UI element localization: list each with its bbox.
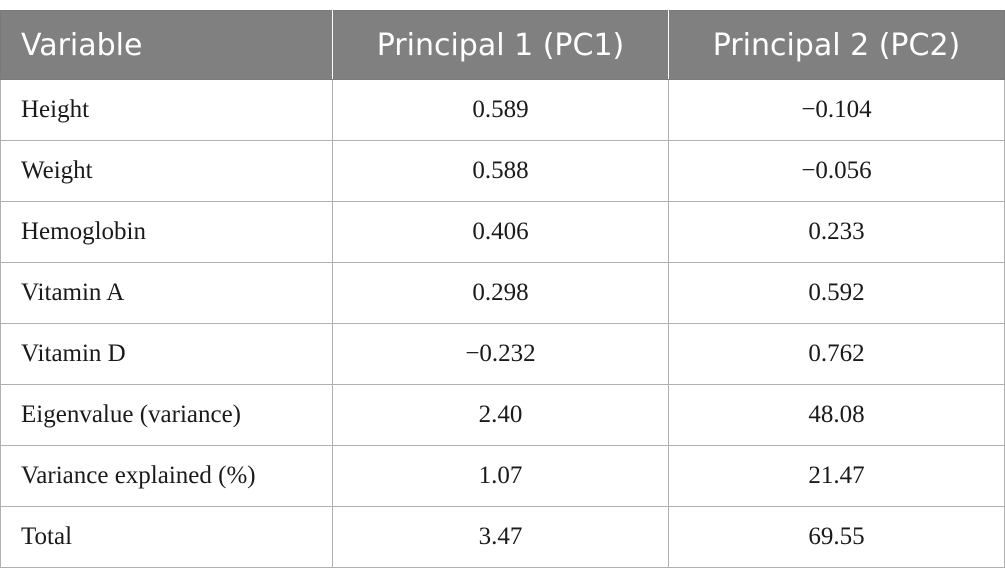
cell-variable: Height: [0, 79, 333, 141]
table-header: Variable Principal 1 (PC1) Principal 2 (…: [0, 10, 1005, 80]
table-row: Total 3.47 69.55: [0, 506, 1005, 568]
cell-pc2: 0.233: [668, 201, 1005, 263]
table-body: Height 0.589 −0.104 Weight 0.588 −0.056 …: [0, 79, 1005, 568]
cell-pc1: 1.07: [332, 445, 669, 507]
cell-pc2: 48.08: [668, 384, 1005, 446]
cell-pc1: 0.298: [332, 262, 669, 324]
cell-variable: Variance explained (%): [0, 445, 333, 507]
cell-pc2: 21.47: [668, 445, 1005, 507]
cell-pc1: 2.40: [332, 384, 669, 446]
header-row: Variable Principal 1 (PC1) Principal 2 (…: [0, 10, 1005, 80]
cell-pc1: 0.589: [332, 79, 669, 141]
cell-pc2: −0.056: [668, 140, 1005, 202]
header-variable: Variable: [0, 10, 333, 80]
table-row: Vitamin A 0.298 0.592: [0, 262, 1005, 324]
pca-loadings-table: Variable Principal 1 (PC1) Principal 2 (…: [0, 10, 1005, 568]
cell-variable: Vitamin D: [0, 323, 333, 385]
cell-variable: Weight: [0, 140, 333, 202]
table-row: Height 0.589 −0.104: [0, 79, 1005, 141]
cell-pc1: 0.588: [332, 140, 669, 202]
cell-variable: Vitamin A: [0, 262, 333, 324]
pca-table-container: Variable Principal 1 (PC1) Principal 2 (…: [0, 10, 1005, 568]
cell-pc2: −0.104: [668, 79, 1005, 141]
cell-pc1: −0.232: [332, 323, 669, 385]
cell-variable: Eigenvalue (variance): [0, 384, 333, 446]
cell-pc1: 0.406: [332, 201, 669, 263]
cell-pc2: 69.55: [668, 506, 1005, 568]
cell-variable: Total: [0, 506, 333, 568]
table-row: Weight 0.588 −0.056: [0, 140, 1005, 202]
cell-pc2: 0.592: [668, 262, 1005, 324]
cell-pc2: 0.762: [668, 323, 1005, 385]
cell-variable: Hemoglobin: [0, 201, 333, 263]
header-pc2: Principal 2 (PC2): [668, 10, 1005, 80]
table-row: Eigenvalue (variance) 2.40 48.08: [0, 384, 1005, 446]
table-row: Vitamin D −0.232 0.762: [0, 323, 1005, 385]
cell-pc1: 3.47: [332, 506, 669, 568]
header-pc1: Principal 1 (PC1): [332, 10, 669, 80]
table-row: Variance explained (%) 1.07 21.47: [0, 445, 1005, 507]
table-row: Hemoglobin 0.406 0.233: [0, 201, 1005, 263]
